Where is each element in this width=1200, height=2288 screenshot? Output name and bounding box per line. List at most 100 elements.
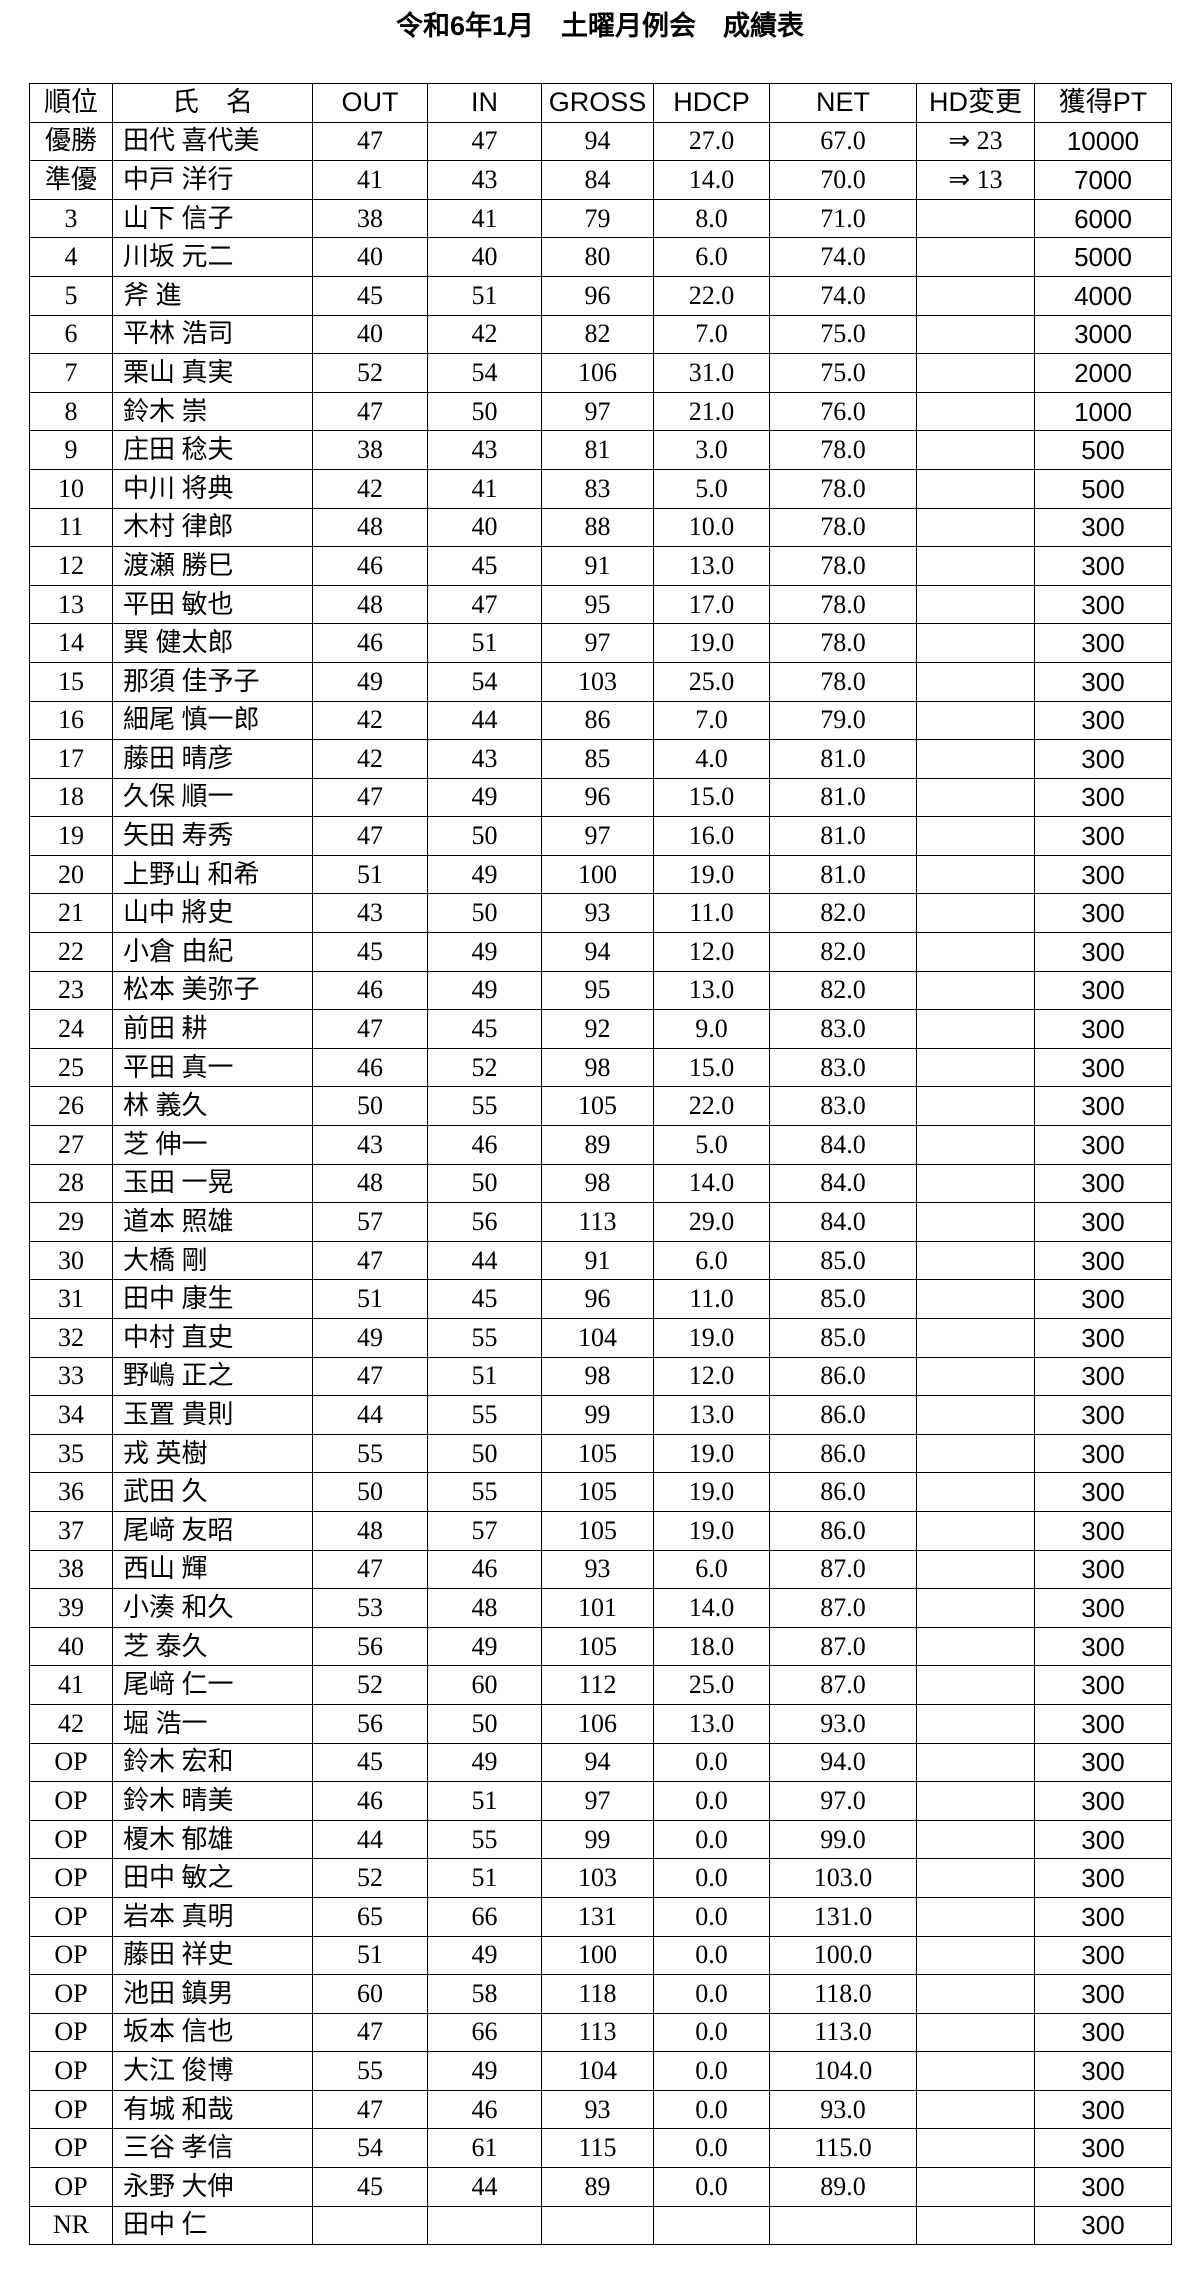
table-cell: 46: [427, 1125, 542, 1165]
table-cell: [916, 2205, 1035, 2246]
table-cell: 2000: [1034, 353, 1172, 393]
table-cell: 14.0: [653, 1163, 770, 1204]
table-cell: 104.0: [769, 2051, 917, 2091]
table-cell: [916, 777, 1035, 818]
column-header: HDCP: [653, 83, 770, 123]
table-row: 4 川坂 元二 40 40 80 6.0 74.0 5000: [29, 237, 1172, 277]
table-cell: 13.0: [653, 546, 770, 586]
table-cell: 66: [427, 1896, 542, 1937]
title: 令和6年1月 土曜月例会 成績表: [395, 11, 805, 41]
table-cell: 93.0: [769, 2089, 917, 2130]
table-cell: 27: [29, 1125, 113, 1165]
table-cell: 40: [427, 507, 542, 548]
table-cell: 50: [427, 1703, 542, 1744]
table-cell: 田中 仁: [112, 2205, 313, 2246]
table-row: OP 池田 鎮男 60 58 118 0.0 118.0 300: [29, 1974, 1172, 2014]
column-header: HD変更: [916, 83, 1035, 123]
table-cell: 3000: [1034, 314, 1172, 355]
table-cell: 芝 伸一: [112, 1125, 313, 1165]
table-cell: 47: [312, 2012, 428, 2053]
table-cell: 85.0: [769, 1240, 917, 1281]
table-cell: 11.0: [653, 1279, 770, 1319]
table-row: 35 戎 英樹 55 50 105 19.0 86.0 300: [29, 1433, 1172, 1474]
table-cell: 78.0: [769, 623, 917, 663]
table-body: 優勝 田代 喜代美 47 47 94 27.0 67.0 ⇒ 23 10000 準優 中戸 洋行 41…: [29, 121, 1172, 2246]
table-cell: 86.0: [769, 1356, 917, 1397]
table-cell: 67.0: [769, 121, 917, 162]
table-cell: 永野 大伸: [112, 2167, 313, 2207]
table-cell: 54: [427, 661, 542, 702]
table-cell: 52: [427, 1047, 542, 1088]
table-cell: 7.0: [653, 314, 770, 355]
table-cell: 47: [312, 1009, 428, 1049]
table-cell: 6.0: [653, 1240, 770, 1281]
table-cell: 前田 耕: [112, 1009, 313, 1049]
table-cell: [916, 970, 1035, 1011]
table-row: 3 山下 信子 38 41 79 8.0 71.0 6000: [29, 198, 1172, 239]
table-row: 25 平田 真一 46 52 98 15.0 83.0 300: [29, 1047, 1172, 1088]
table-cell: 13.0: [653, 970, 770, 1011]
table-cell: 33: [29, 1356, 113, 1397]
table-cell: 6.0: [653, 1549, 770, 1590]
table-cell: 300: [1034, 932, 1172, 972]
table-cell: 84.0: [769, 1163, 917, 1204]
table-cell: 300: [1034, 1202, 1172, 1242]
table-cell: 12: [29, 546, 113, 586]
table-cell: 0.0: [653, 2051, 770, 2091]
table-cell: 103: [541, 1858, 654, 1898]
table-cell: 池田 鎮男: [112, 1974, 313, 2014]
table-cell: 61: [427, 2128, 542, 2169]
table-cell: [916, 2128, 1035, 2169]
table-cell: 300: [1034, 1819, 1172, 1860]
table-cell: 田代 喜代美: [112, 121, 313, 162]
table-row: OP 鈴木 晴美 46 51 97 0.0 97.0 300: [29, 1781, 1172, 1821]
table-cell: 7.0: [653, 700, 770, 741]
table-cell: 24: [29, 1009, 113, 1049]
table-cell: 斧 進: [112, 275, 313, 316]
column-header: OUT: [312, 83, 428, 123]
table-cell: 優勝: [29, 121, 113, 162]
table-cell: 105: [541, 1472, 654, 1512]
table-cell: 38: [312, 198, 428, 239]
table-cell: 50: [312, 1472, 428, 1512]
table-cell: 91: [541, 546, 654, 586]
table-cell: [916, 1009, 1035, 1049]
table-cell: 97: [541, 623, 654, 663]
table-cell: 43: [427, 160, 542, 200]
table-cell: 小湊 和久: [112, 1588, 313, 1628]
table-cell: 104: [541, 1318, 654, 1358]
table-cell: 46: [312, 1047, 428, 1088]
table-cell: 49: [312, 1318, 428, 1358]
table-cell: [916, 1279, 1035, 1319]
table-cell: OP: [29, 1819, 113, 1860]
table-cell: 7: [29, 353, 113, 393]
table-cell: OP: [29, 1858, 113, 1898]
table-cell: 56: [427, 1202, 542, 1242]
table-row: 11 木村 律郎 48 40 88 10.0 78.0 300: [29, 507, 1172, 548]
table-row: NR 田中 仁 300: [29, 2205, 1172, 2246]
table-cell: 13.0: [653, 1395, 770, 1435]
table-cell: 45: [427, 1009, 542, 1049]
table-cell: [916, 932, 1035, 972]
table-cell: 平田 真一: [112, 1047, 313, 1088]
table-cell: 300: [1034, 893, 1172, 934]
table-cell: 106: [541, 1703, 654, 1744]
table-cell: [916, 1163, 1035, 1204]
table-cell: 4.0: [653, 739, 770, 779]
table-cell: 41: [29, 1665, 113, 1705]
table-row: 準優 中戸 洋行 41 43 84 14.0 70.0 ⇒ 13 7000: [29, 160, 1172, 200]
table-cell: 19.0: [653, 854, 770, 895]
table-cell: 48: [312, 507, 428, 548]
table-cell: 78.0: [769, 468, 917, 509]
table-cell: 82.0: [769, 893, 917, 934]
table-cell: 平田 敏也: [112, 584, 313, 625]
table-cell: 19.0: [653, 1318, 770, 1358]
table-cell: 19.0: [653, 623, 770, 663]
table-cell: 300: [1034, 1279, 1172, 1319]
table-row: 6 平林 浩司 40 42 82 7.0 75.0 3000: [29, 314, 1172, 355]
table-cell: 51: [312, 1935, 428, 1976]
table-row: 39 小湊 和久 53 48 101 14.0 87.0 300: [29, 1588, 1172, 1628]
table-cell: 細尾 慎一郎: [112, 700, 313, 741]
table-cell: 100.0: [769, 1935, 917, 1976]
table-cell: 42: [312, 739, 428, 779]
